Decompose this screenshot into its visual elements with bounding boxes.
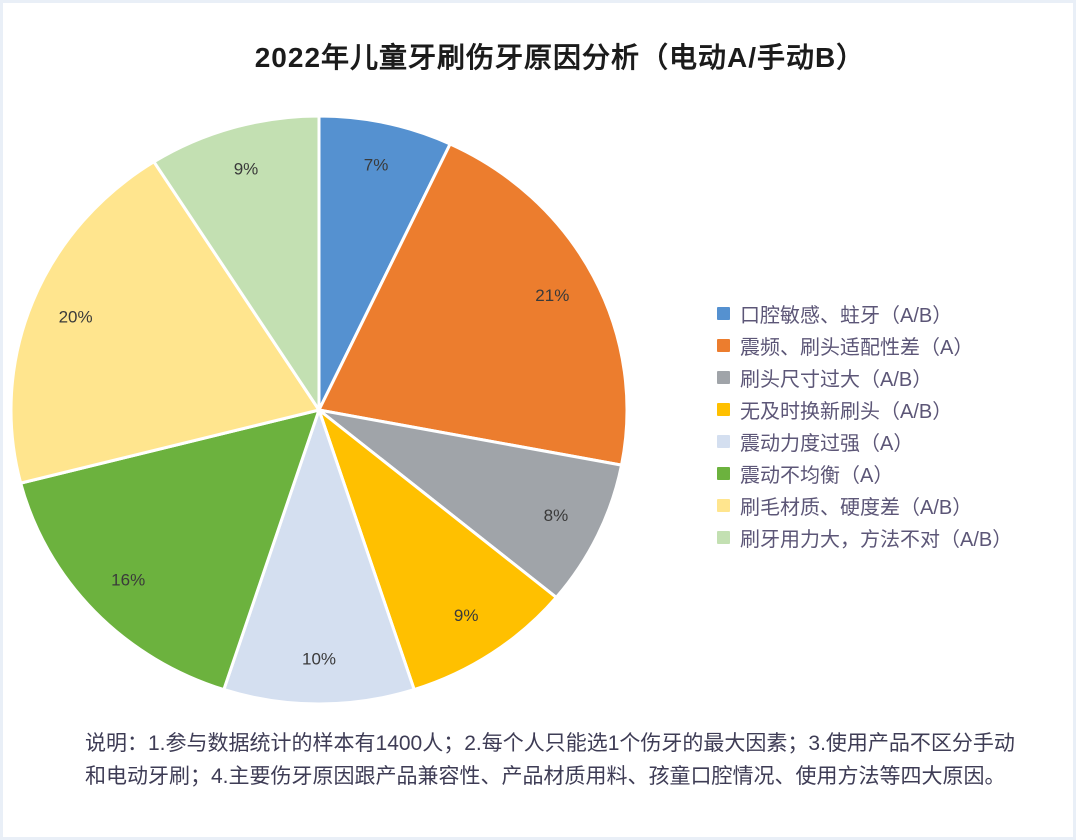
pie-slice [317, 408, 624, 599]
legend-swatch-icon [717, 434, 730, 448]
pie-slice-label: 9% [454, 606, 479, 625]
legend-label: 刷毛材质、硬度差（A/B） [740, 496, 973, 519]
legend-label: 震频、刷头适配性差（A） [740, 336, 974, 359]
legend-item: 刷头尺寸过大（A/B） [717, 361, 1012, 393]
pie-slice [222, 408, 416, 706]
legend-label: 刷牙用力大，方法不对（A/B） [740, 528, 1013, 551]
legend-item: 震动力度过强（A） [717, 425, 1012, 457]
legend-item: 震频、刷头适配性差（A） [717, 329, 1012, 361]
footnote: 说明：1.参与数据统计的样本有1400人；2.每个人只能选1个伤牙的最大因素；3… [85, 732, 1015, 788]
legend-swatch-icon [717, 402, 730, 416]
pie-slice-label: 20% [59, 307, 93, 326]
legend-swatch-icon [717, 498, 730, 512]
legend-label: 刷头尺寸过大（A/B） [740, 368, 933, 391]
legend-item: 无及时换新刷头（A/B） [717, 393, 1012, 425]
pie-slice-label: 8% [544, 506, 569, 525]
pie-slice-label: 16% [111, 571, 145, 590]
pie-chart: 7% 21% 8% 9% 10% 16% 20% 9% [9, 114, 629, 706]
legend-item: 刷牙用力大，方法不对（A/B） [717, 521, 1012, 553]
legend-swatch-icon [717, 306, 730, 320]
pie-slice [19, 408, 321, 692]
legend-label: 口腔敏感、蛀牙（A/B） [740, 304, 953, 327]
legend: 口腔敏感、蛀牙（A/B） 震频、刷头适配性差（A） 刷头尺寸过大（A/B） 无及时换新… [717, 297, 1012, 553]
legend-swatch-icon [717, 370, 730, 384]
legend-label: 震动不均衡（A） [740, 464, 894, 487]
legend-item: 震动不均衡（A） [717, 457, 1012, 489]
legend-swatch-icon [717, 466, 730, 480]
pie-slice-label: 7% [364, 156, 389, 175]
legend-label: 震动力度过强（A） [740, 432, 914, 455]
pie-slice-label: 21% [535, 286, 569, 305]
pie-slice-label: 10% [302, 649, 336, 668]
legend-item: 刷毛材质、硬度差（A/B） [717, 489, 1012, 521]
pie-slice [317, 142, 629, 467]
pie-slice [9, 160, 321, 485]
legend-item: 口腔敏感、蛀牙（A/B） [717, 297, 1012, 329]
chart-title: 2022年儿童牙刷伤牙原因分析（电动A/手动B） [254, 42, 866, 73]
legend-swatch-icon [717, 338, 730, 352]
pie-slice [317, 408, 558, 692]
pie-slice-label: 9% [234, 159, 259, 178]
pie-slice [152, 114, 321, 412]
pie-slice [317, 114, 452, 412]
legend-label: 无及时换新刷头（A/B） [740, 400, 953, 423]
legend-swatch-icon [717, 530, 730, 544]
